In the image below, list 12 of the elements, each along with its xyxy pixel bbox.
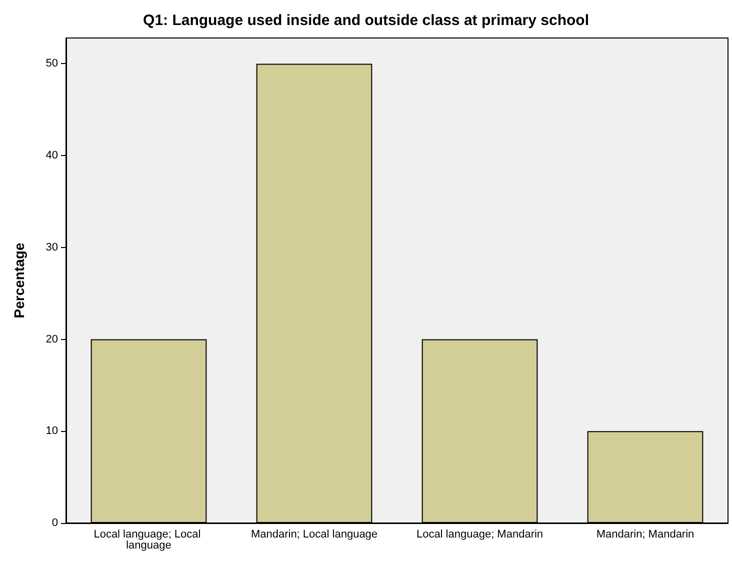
chart-title: Q1: Language used inside and outside class at primary school: [143, 12, 589, 29]
y-tick-label: 10: [46, 425, 58, 438]
y-tick-label: 50: [46, 58, 58, 70]
x-tick-label: Mandarin; Local language: [250, 528, 378, 540]
x-tick-label: Local language; Mandarin: [416, 528, 544, 540]
y-axis-title: Percentage: [11, 242, 27, 318]
y-tick-label: 30: [46, 241, 58, 254]
x-tick-label: Mandarin; Mandarin: [596, 528, 694, 540]
x-tick-label: Local language; Local language: [94, 528, 204, 552]
y-tick-label: 40: [46, 150, 58, 162]
y-tick-label: 0: [52, 517, 58, 529]
y-tick-label: 20: [46, 333, 58, 346]
